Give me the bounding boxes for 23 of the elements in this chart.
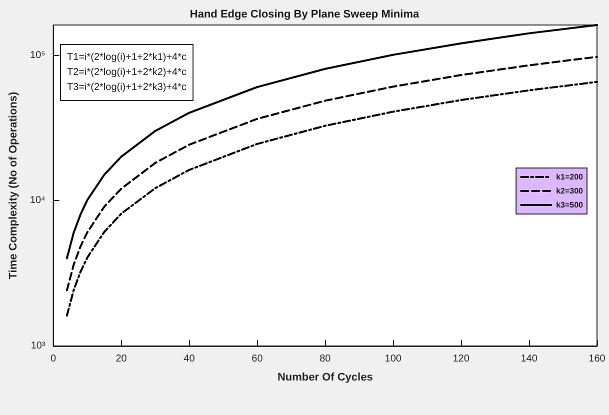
- line-series: [66, 24, 598, 260]
- x-tick-label: 100: [384, 354, 402, 364]
- legend-label: k1=200: [556, 172, 584, 182]
- x-tick-label: 60: [252, 354, 264, 364]
- x-tick-label: 80: [320, 354, 332, 364]
- y-tick-label: 10⁵: [30, 50, 46, 61]
- x-axis-title: Number Of Cycles: [277, 372, 373, 384]
- annotation: T1=i*(2*log(i)+1+2*k1)+4*c: [67, 52, 187, 63]
- legend-label: k3=500: [556, 200, 584, 210]
- line-series: [66, 80, 598, 317]
- annotation: T2=i*(2*log(i)+1+2*k2)+4*c: [67, 67, 187, 78]
- y-tick-label: 10⁴: [30, 195, 46, 206]
- x-tick-label: 120: [452, 354, 470, 364]
- legend-label: k2=300: [556, 186, 584, 196]
- y-axis-title: Time Complexity (No of Operations): [8, 91, 20, 280]
- x-tick-label: 160: [588, 354, 606, 364]
- y-tick-label: 10³: [30, 340, 46, 352]
- annotation: T3=i*(2*log(i)+1+2*k3)+4*c: [67, 82, 187, 93]
- x-tick-label: 0: [50, 354, 57, 364]
- x-tick-label: 140: [520, 354, 538, 364]
- x-tick-label: 20: [116, 354, 128, 364]
- x-tick-label: 40: [184, 354, 196, 364]
- chart-title: Hand Edge Closing By Plane Sweep Minima: [190, 8, 420, 20]
